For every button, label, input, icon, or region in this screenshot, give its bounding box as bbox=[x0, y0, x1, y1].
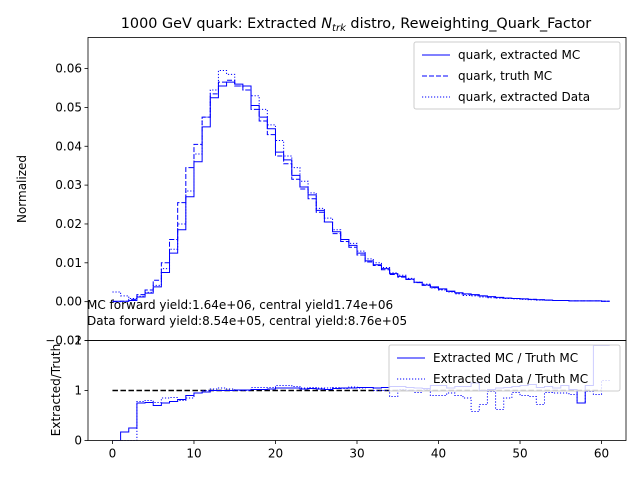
y-tick-label: 0.06 bbox=[55, 62, 82, 76]
bottom-y-ticks: 0 1 2 bbox=[74, 334, 88, 448]
y-tick-label: 0.03 bbox=[55, 178, 82, 192]
x-tick-label: 60 bbox=[594, 447, 609, 461]
y-tick-label: 0.05 bbox=[55, 100, 82, 114]
x-tick-label: 30 bbox=[349, 447, 364, 461]
legend-label-1: quark, extracted MC bbox=[458, 48, 580, 62]
bottom-panel: 0 1 2 0 10 20 30 40 50 60 Extracted/Truth Extrac… bbox=[49, 334, 627, 461]
top-series-group bbox=[112, 70, 610, 303]
legend-box bbox=[388, 344, 621, 392]
y-tick-label: 0.02 bbox=[55, 217, 82, 231]
top-y-ticks: 0.00 0.01 0.02 0.03 0.04 0.05 0.06 −0.01 bbox=[45, 62, 88, 348]
x-tick-label: 50 bbox=[512, 447, 527, 461]
y-tick-label-extra: 2 bbox=[74, 334, 82, 348]
top-legend: quark, extracted MC quark, truth MC quark,… bbox=[413, 41, 621, 110]
legend-label-1: Extracted MC / Truth MC bbox=[433, 351, 578, 365]
series-line-3 bbox=[112, 70, 610, 302]
x-tick-label: 0 bbox=[109, 447, 117, 461]
legend-label-3: quark, extracted Data bbox=[458, 90, 590, 104]
x-tick-label: 40 bbox=[431, 447, 446, 461]
y-tick-label: 0 bbox=[74, 434, 82, 448]
top-panel: 0.00 0.01 0.02 0.03 0.04 0.05 0.06 −0.01 Normal… bbox=[15, 37, 627, 348]
x-tick-label: 10 bbox=[186, 447, 201, 461]
bottom-legend: Extracted MC / Truth MC Extracted Data / … bbox=[388, 344, 621, 392]
series-line-2 bbox=[112, 380, 610, 441]
legend-box bbox=[413, 41, 621, 110]
annotation-mc-yield: MC forward yield:1.64e+06, central yield… bbox=[87, 298, 393, 312]
bottom-y-axis-label: Extracted/Truth bbox=[49, 344, 63, 436]
bottom-x-ticks: 0 10 20 30 40 50 60 bbox=[109, 440, 609, 461]
y-tick-label: 0.00 bbox=[55, 295, 82, 309]
series-line-2 bbox=[112, 79, 610, 303]
y-tick-label: 0.04 bbox=[55, 139, 82, 153]
y-tick-label: 1 bbox=[74, 384, 82, 398]
y-tick-label-extra: −0.01 bbox=[45, 334, 82, 348]
y-tick-label: 0.01 bbox=[55, 256, 82, 270]
annotation-data-yield: Data forward yield:8.54e+05, central yie… bbox=[87, 314, 407, 328]
legend-label-2: quark, truth MC bbox=[458, 69, 552, 83]
top-plot-area bbox=[112, 70, 610, 303]
legend-label-2: Extracted Data / Truth MC bbox=[433, 372, 588, 386]
x-tick-label: 20 bbox=[268, 447, 283, 461]
top-y-axis-label: Normalized bbox=[15, 155, 29, 223]
chart-title: 1000 GeV quark: Extracted Ntrk distro, R… bbox=[121, 16, 591, 34]
